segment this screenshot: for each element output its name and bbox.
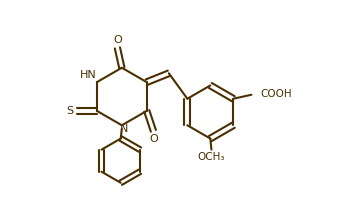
Text: S: S [66,106,74,116]
Text: O: O [150,134,159,144]
Text: COOH: COOH [260,89,292,99]
Text: O: O [113,35,122,45]
Text: N: N [120,124,128,134]
Text: HN: HN [80,71,97,80]
Text: OCH₃: OCH₃ [198,152,225,162]
